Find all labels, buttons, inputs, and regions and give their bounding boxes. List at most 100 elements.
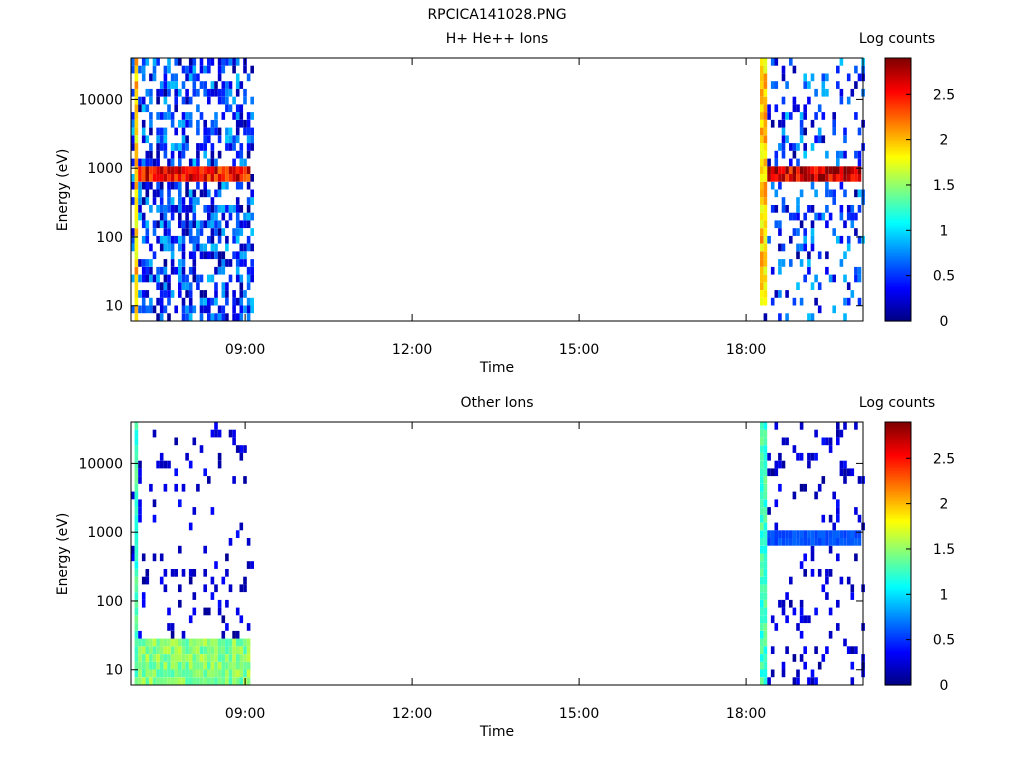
heatmap-cell — [217, 58, 222, 66]
colorbar-segment — [885, 147, 911, 151]
heatmap-cell — [185, 274, 189, 283]
heatmap-cell — [174, 205, 178, 213]
heatmap-cell — [185, 638, 189, 647]
heatmap-cell — [799, 483, 804, 492]
heatmap-cell — [207, 96, 211, 105]
heatmap-cell — [141, 553, 146, 562]
heatmap-cell — [141, 119, 146, 128]
heatmap-cell — [221, 58, 226, 66]
heatmap-cell — [225, 638, 229, 647]
heatmap-cell — [235, 220, 240, 229]
heatmap-cell — [199, 81, 204, 89]
heatmap-cell — [134, 112, 139, 120]
heatmap-cell — [196, 158, 200, 167]
heatmap-cell — [239, 174, 244, 182]
heatmap-cell — [181, 228, 186, 236]
heatmap-cell — [167, 235, 171, 244]
heatmap-cell — [210, 592, 215, 600]
heatmap-cell — [167, 661, 171, 670]
heatmap-cell — [159, 638, 164, 647]
heatmap-cell — [163, 460, 168, 469]
heatmap-cell — [192, 646, 197, 654]
heatmap-cell — [799, 119, 804, 128]
heatmap-cell — [763, 174, 768, 182]
heatmap-cell — [843, 297, 847, 306]
heatmap-cell — [789, 143, 793, 151]
heatmap-cell — [781, 538, 786, 546]
colorbar-segment — [885, 575, 911, 579]
heatmap-cell — [156, 313, 160, 321]
heatmap-cell — [159, 127, 164, 136]
colorbar-segment — [885, 483, 911, 487]
heatmap-cell — [760, 476, 764, 484]
heatmap-cell — [174, 468, 178, 477]
heatmap-cell — [134, 212, 139, 221]
colorbar-segment — [885, 671, 911, 675]
heatmap-cell — [828, 166, 833, 174]
heatmap-cell — [210, 150, 215, 159]
heatmap-cell — [156, 150, 160, 159]
heatmap-cell — [221, 677, 226, 685]
heatmap-cell — [185, 220, 189, 229]
heatmap-cell — [199, 290, 204, 298]
colorbar-segment — [885, 196, 911, 199]
heatmap-cell — [181, 646, 186, 654]
heatmap-cell — [760, 445, 764, 453]
heatmap-cell — [156, 181, 160, 190]
heatmap-cell — [167, 607, 171, 616]
heatmap-cell — [214, 313, 218, 321]
heatmap-cell — [174, 96, 178, 105]
colorbar-segment — [885, 503, 911, 506]
heatmap-cell — [228, 661, 233, 670]
heatmap-cell — [134, 638, 139, 647]
heatmap-cell — [857, 514, 862, 523]
heatmap-cell — [857, 297, 862, 306]
heatmap-cell — [846, 282, 851, 290]
heatmap-cell — [145, 197, 150, 205]
heatmap-cell — [138, 274, 142, 283]
colorbar-segment — [885, 274, 911, 278]
heatmap-cell — [778, 599, 782, 608]
heatmap-cell — [799, 189, 804, 198]
heatmap-cell — [145, 158, 150, 167]
heatmap-cell — [825, 189, 829, 198]
heatmap-cell — [857, 166, 862, 174]
heatmap-cell — [763, 530, 768, 538]
heatmap-cell — [178, 499, 182, 508]
heatmap-cell — [799, 452, 804, 461]
heatmap-cell — [141, 104, 146, 113]
heatmap-cell — [178, 212, 182, 221]
heatmap-cell — [225, 282, 229, 290]
colorbar-segment — [885, 446, 911, 449]
colorbar-segment — [885, 676, 911, 680]
colorbar-segment — [885, 428, 911, 432]
heatmap-cell — [178, 158, 182, 167]
heatmap-cell — [803, 166, 807, 174]
y-tick-label: 100 — [96, 230, 123, 246]
heatmap-cell — [803, 538, 807, 546]
heatmap-cell — [789, 576, 793, 585]
heatmap-cell — [232, 437, 236, 446]
heatmap-cell — [825, 592, 829, 600]
heatmap-cell — [207, 274, 211, 283]
heatmap-cell — [803, 228, 807, 236]
heatmap-cell — [843, 468, 847, 477]
colorbar-segment — [885, 198, 911, 202]
heatmap-cell — [156, 189, 160, 198]
heatmap-cell — [246, 661, 251, 670]
heatmap-cell — [235, 166, 240, 174]
heatmap-cell — [159, 174, 164, 182]
heatmap-cell — [221, 266, 226, 275]
heatmap-cell — [778, 452, 782, 461]
heatmap-cell — [141, 297, 146, 306]
heatmap-cell — [178, 654, 182, 662]
heatmap-cell — [196, 646, 200, 654]
colorbar-segment — [885, 485, 911, 489]
heatmap-cell — [857, 205, 862, 213]
heatmap-cell — [170, 251, 175, 260]
heatmap-cell — [159, 181, 164, 190]
heatmap-cell — [181, 235, 186, 244]
heatmap-cell — [225, 220, 229, 229]
heatmap-cell — [178, 259, 182, 267]
heatmap-cell — [196, 166, 200, 174]
